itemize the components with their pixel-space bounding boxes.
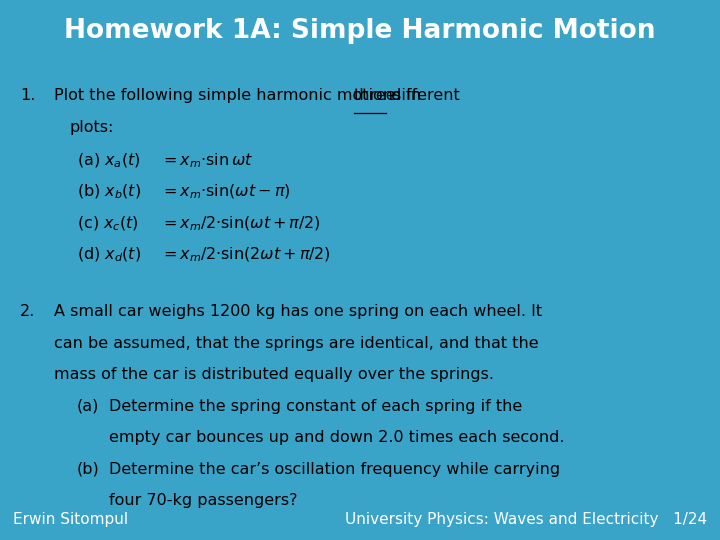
Text: Determine the car’s oscillation frequency while carrying: Determine the car’s oscillation frequenc… [109,462,561,476]
Text: different: different [387,89,460,103]
Text: $= x_m/2{\cdot}\sin(\omega t+\pi/2)$: $= x_m/2{\cdot}\sin(\omega t+\pi/2)$ [160,214,320,233]
Text: (d) $x_d(t)$: (d) $x_d(t)$ [77,246,141,264]
Text: 1.: 1. [20,89,35,103]
Text: mass of the car is distributed equally over the springs.: mass of the car is distributed equally o… [54,367,494,382]
Text: 2.: 2. [20,304,35,319]
Text: Determine the spring constant of each spring if the: Determine the spring constant of each sp… [109,399,523,414]
Text: three: three [354,89,397,103]
Text: $= x_m{\cdot}\sin(\omega t-\pi)$: $= x_m{\cdot}\sin(\omega t-\pi)$ [160,183,290,201]
Text: can be assumed, that the springs are identical, and that the: can be assumed, that the springs are ide… [54,335,539,350]
Text: plots:: plots: [70,120,114,135]
Text: (a): (a) [77,399,99,414]
Text: (b): (b) [77,462,100,476]
Text: (a) $x_a(t)$: (a) $x_a(t)$ [77,151,140,170]
Text: A small car weighs 1200 kg has one spring on each wheel. It: A small car weighs 1200 kg has one sprin… [54,304,542,319]
Text: Homework 1A: Simple Harmonic Motion: Homework 1A: Simple Harmonic Motion [64,18,656,44]
Text: University Physics: Waves and Electricity   1/24: University Physics: Waves and Electricit… [345,512,707,527]
Text: Plot the following simple harmonic motions in: Plot the following simple harmonic motio… [54,89,426,103]
Text: (b) $x_b(t)$: (b) $x_b(t)$ [77,183,141,201]
Text: $= x_m{\cdot}\sin\omega t$: $= x_m{\cdot}\sin\omega t$ [160,151,253,170]
Text: $= x_m/2{\cdot}\sin(2\omega t+\pi/2)$: $= x_m/2{\cdot}\sin(2\omega t+\pi/2)$ [160,246,330,264]
Text: (c) $x_c(t)$: (c) $x_c(t)$ [77,214,139,233]
Text: empty car bounces up and down 2.0 times each second.: empty car bounces up and down 2.0 times … [109,430,565,445]
Text: Erwin Sitompul: Erwin Sitompul [13,512,128,527]
Text: four 70-kg passengers?: four 70-kg passengers? [109,493,298,508]
